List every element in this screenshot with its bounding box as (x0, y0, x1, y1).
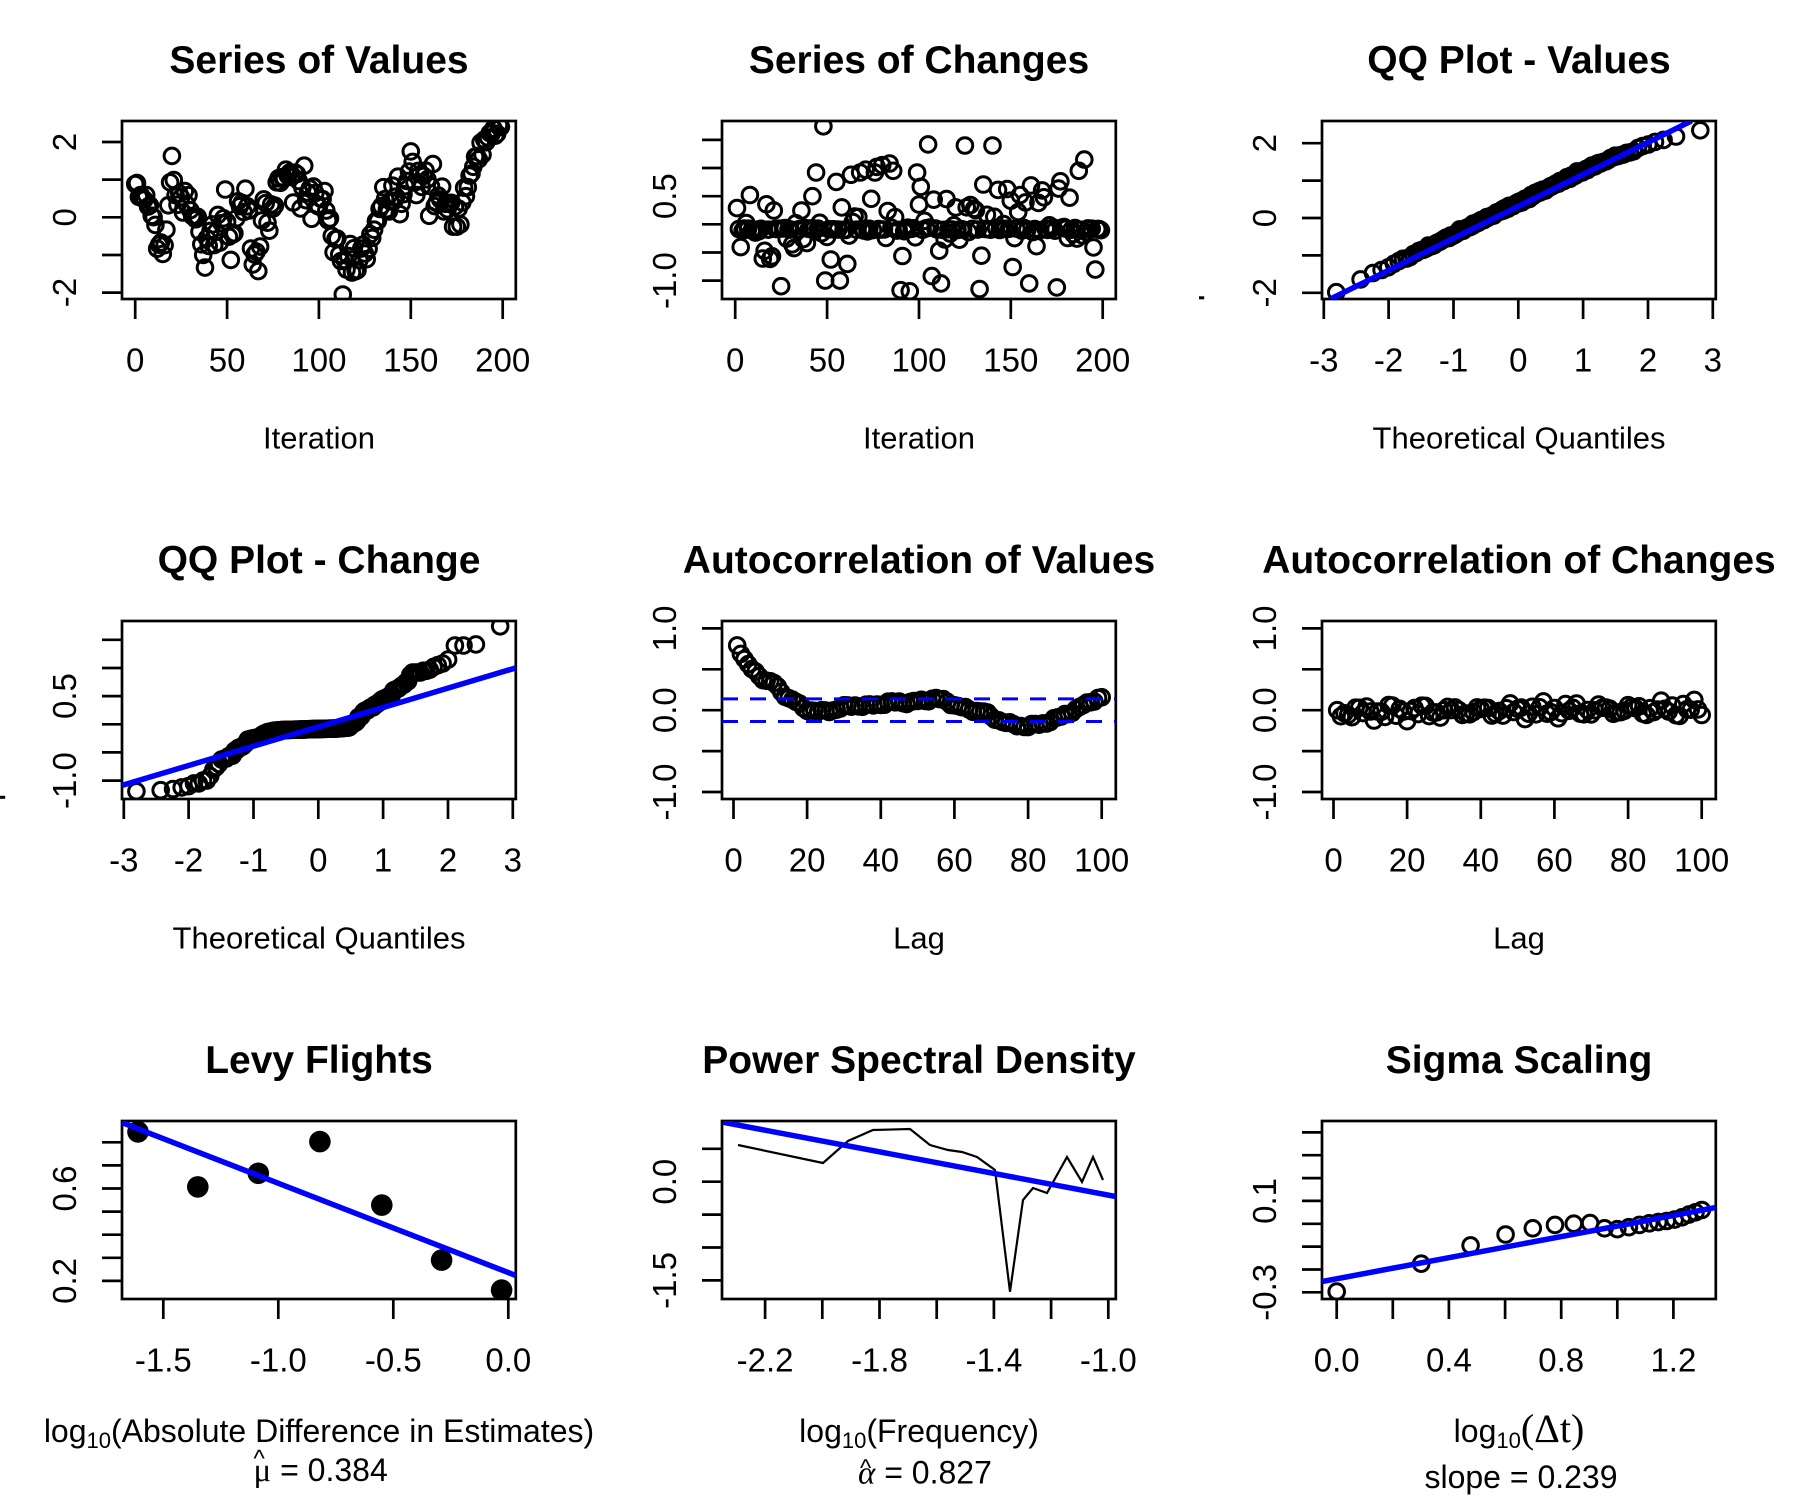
svg-text:0.0: 0.0 (1246, 687, 1283, 733)
svg-text:3: 3 (1704, 342, 1722, 379)
svg-text:-3: -3 (1309, 342, 1338, 379)
svg-text:Theoretical Quantiles: Theoretical Quantiles (173, 921, 466, 956)
svg-text:-1.0: -1.0 (250, 1342, 307, 1379)
svg-text:0.5: 0.5 (46, 673, 83, 719)
svg-text:-2: -2 (1246, 278, 1283, 307)
svg-text:0.1: 0.1 (1246, 1178, 1283, 1224)
svg-text:μ = 0.384: μ = 0.384 (254, 1452, 388, 1489)
svg-text:200: 200 (1075, 342, 1130, 379)
svg-text:100: 100 (1074, 842, 1129, 879)
svg-text:log10(Absolute Difference in E: log10(Absolute Difference in Estimates) (44, 1413, 594, 1453)
svg-text:-1.4: -1.4 (965, 1342, 1022, 1379)
svg-text:-1.0: -1.0 (1246, 764, 1283, 821)
svg-text:0: 0 (726, 342, 744, 379)
svg-text:^: ^ (254, 1446, 266, 1473)
svg-text:-1.5: -1.5 (646, 1252, 683, 1309)
svg-text:-1: -1 (239, 842, 268, 879)
svg-text:slope = 0.239: slope = 0.239 (1424, 1459, 1617, 1495)
svg-text:1.0: 1.0 (646, 605, 683, 651)
svg-text:-2: -2 (1374, 342, 1403, 379)
svg-text:2: 2 (46, 133, 83, 151)
svg-text:1: 1 (374, 842, 392, 879)
svg-text:0: 0 (1246, 209, 1283, 227)
svg-text:1.2: 1.2 (1650, 1342, 1696, 1379)
svg-text:-1.0: -1.0 (46, 752, 83, 809)
svg-text:QQ Plot - Change: QQ Plot - Change (158, 539, 481, 582)
svg-text:0: 0 (1324, 842, 1342, 879)
svg-text:Iteration: Iteration (263, 421, 375, 456)
svg-text:-2: -2 (46, 278, 83, 307)
svg-text:-3: -3 (109, 842, 138, 879)
svg-text:0.0: 0.0 (485, 1342, 531, 1379)
svg-text:0.0: 0.0 (646, 687, 683, 733)
svg-text:0.5: 0.5 (646, 173, 683, 219)
svg-text:Theoretical Quantiles: Theoretical Quantiles (1373, 421, 1666, 456)
svg-text:Autocorrelation of Values: Autocorrelation of Values (683, 539, 1155, 582)
svg-text:^: ^ (860, 1455, 872, 1482)
svg-text:40: 40 (862, 842, 899, 879)
svg-text:Iteration: Iteration (863, 421, 975, 456)
svg-text:log10(Frequency): log10(Frequency) (799, 1413, 1039, 1453)
svg-text:1.0: 1.0 (1246, 605, 1283, 651)
svg-text:Levy Flights: Levy Flights (205, 1039, 433, 1082)
svg-text:2: 2 (1639, 342, 1657, 379)
svg-text:2: 2 (1246, 134, 1283, 152)
svg-text:80: 80 (1610, 842, 1647, 879)
svg-text:Lag: Lag (1493, 921, 1545, 956)
svg-text:2: 2 (439, 842, 457, 879)
svg-text:20: 20 (1389, 842, 1426, 879)
svg-text:150: 150 (383, 342, 438, 379)
svg-text:50: 50 (209, 342, 246, 379)
svg-text:0.6: 0.6 (46, 1166, 83, 1212)
svg-text:0: 0 (724, 842, 742, 879)
svg-text:-1.0: -1.0 (646, 764, 683, 821)
svg-text:150: 150 (983, 342, 1038, 379)
svg-text:Series of Values: Series of Values (169, 39, 468, 82)
svg-text:-1.5: -1.5 (135, 1342, 192, 1379)
svg-text:0: 0 (309, 842, 327, 879)
svg-text:100: 100 (1674, 842, 1729, 879)
svg-text:-1.0: -1.0 (1080, 1342, 1137, 1379)
svg-text:60: 60 (936, 842, 973, 879)
svg-text:-0.3: -0.3 (1246, 1264, 1283, 1321)
svg-text:0: 0 (46, 208, 83, 226)
svg-text:-1: -1 (1439, 342, 1468, 379)
svg-text:-0.5: -0.5 (365, 1342, 422, 1379)
svg-text:Series of Changes: Series of Changes (749, 39, 1089, 82)
svg-text:0: 0 (126, 342, 144, 379)
svg-text:100: 100 (291, 342, 346, 379)
svg-text:80: 80 (1010, 842, 1047, 879)
svg-text:Sigma Scaling: Sigma Scaling (1386, 1039, 1653, 1082)
svg-text:20: 20 (789, 842, 826, 879)
svg-text:Power Spectral Density: Power Spectral Density (702, 1039, 1136, 1082)
svg-text:50: 50 (809, 342, 846, 379)
svg-text:QQ Plot - Values: QQ Plot - Values (1367, 39, 1670, 82)
svg-text:200: 200 (475, 342, 530, 379)
svg-text:0.0: 0.0 (646, 1159, 683, 1205)
svg-text:-1.8: -1.8 (851, 1342, 908, 1379)
svg-text:0: 0 (1509, 342, 1527, 379)
svg-text:0.0: 0.0 (1314, 1342, 1360, 1379)
svg-text:0.2: 0.2 (46, 1258, 83, 1304)
svg-text:100: 100 (891, 342, 946, 379)
svg-text:60: 60 (1536, 842, 1573, 879)
svg-text:40: 40 (1462, 842, 1499, 879)
svg-text:3: 3 (504, 842, 522, 879)
svg-text:1: 1 (1574, 342, 1592, 379)
svg-text:α = 0.827: α = 0.827 (858, 1455, 992, 1492)
svg-text:-2.2: -2.2 (737, 1342, 794, 1379)
svg-text:Autocorrelation of Changes: Autocorrelation of Changes (1262, 539, 1776, 582)
svg-text:0.4: 0.4 (1426, 1342, 1472, 1379)
svg-text:0.8: 0.8 (1538, 1342, 1584, 1379)
svg-text:-1.0: -1.0 (646, 252, 683, 309)
svg-text:Lag: Lag (893, 921, 945, 956)
svg-text:-2: -2 (174, 842, 203, 879)
